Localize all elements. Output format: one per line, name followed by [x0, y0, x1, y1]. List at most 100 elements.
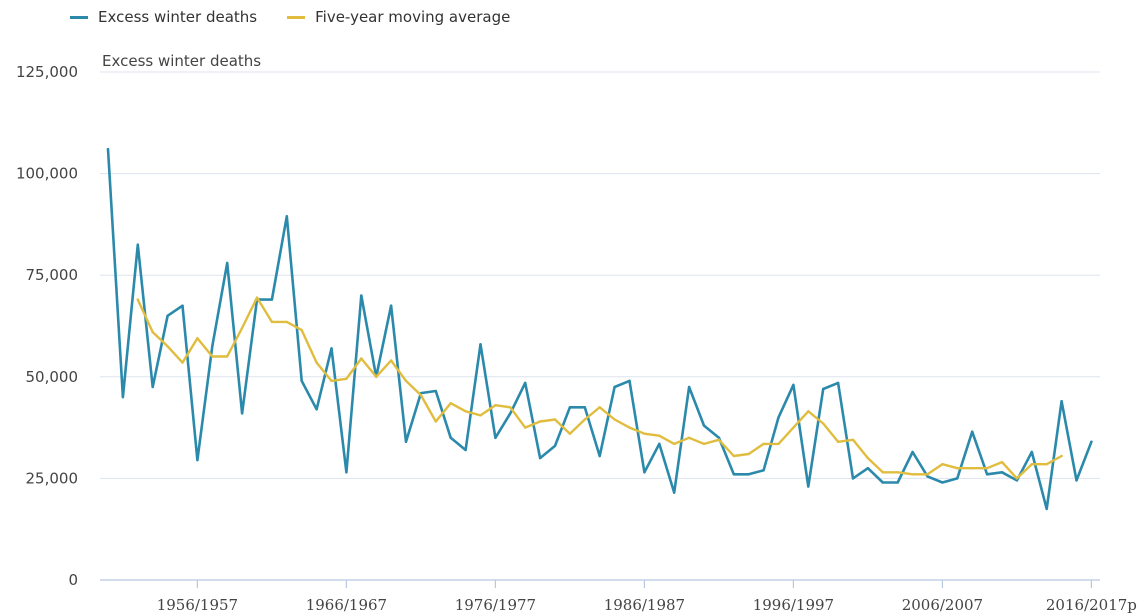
data-point-excess — [628, 380, 630, 382]
data-point-excess — [301, 380, 303, 382]
data-point-excess — [762, 469, 764, 471]
data-point-excess — [584, 406, 586, 408]
data-point-moving-average — [971, 467, 973, 469]
data-point-excess — [1090, 441, 1092, 443]
data-point-excess — [196, 459, 198, 461]
data-point-moving-average — [792, 426, 794, 428]
data-point-excess — [733, 473, 735, 475]
data-point-moving-average — [926, 473, 928, 475]
data-point-excess — [479, 343, 481, 345]
data-point-moving-average — [390, 359, 392, 361]
data-point-moving-average — [524, 426, 526, 428]
data-point-moving-average — [166, 345, 168, 347]
data-point-excess — [1075, 479, 1077, 481]
data-point-excess — [822, 388, 824, 390]
data-point-moving-average — [360, 357, 362, 359]
data-point-moving-average — [733, 455, 735, 457]
data-point-excess — [688, 386, 690, 388]
y-tick-label: 25,000 — [26, 469, 79, 487]
y-tick-label: 0 — [68, 571, 78, 589]
data-point-excess — [613, 386, 615, 388]
data-point-excess — [673, 491, 675, 493]
data-point-moving-average — [211, 355, 213, 357]
data-point-excess — [897, 481, 899, 483]
data-point-excess — [137, 244, 139, 246]
data-point-excess — [1046, 508, 1048, 510]
data-point-moving-average — [643, 432, 645, 434]
data-point-moving-average — [599, 406, 601, 408]
data-point-excess — [345, 471, 347, 473]
data-point-excess — [882, 481, 884, 483]
data-point-excess — [464, 449, 466, 451]
data-point-excess — [450, 437, 452, 439]
data-point-excess — [315, 408, 317, 410]
data-point-moving-average — [777, 443, 779, 445]
y-tick-label: 100,000 — [16, 165, 78, 183]
data-point-moving-average — [420, 394, 422, 396]
data-point-moving-average — [494, 404, 496, 406]
data-point-excess — [599, 455, 601, 457]
y-axis-title: Excess winter deaths — [102, 52, 261, 70]
data-point-moving-average — [256, 296, 258, 298]
x-tick-label: 2006/2007 — [902, 596, 983, 614]
y-tick-label: 50,000 — [26, 368, 79, 386]
data-point-moving-average — [941, 463, 943, 465]
data-point-moving-average — [822, 422, 824, 424]
data-point-moving-average — [405, 380, 407, 382]
data-point-excess — [748, 473, 750, 475]
data-point-moving-average — [241, 327, 243, 329]
data-point-excess — [524, 382, 526, 384]
data-point-moving-average — [152, 331, 154, 333]
x-tick-label: 2016/2017p — [1046, 596, 1137, 614]
data-point-excess — [643, 471, 645, 473]
data-point-excess — [494, 437, 496, 439]
data-point-moving-average — [271, 321, 273, 323]
data-point-excess — [405, 441, 407, 443]
data-point-moving-average — [986, 467, 988, 469]
data-point-moving-average — [628, 426, 630, 428]
data-point-excess — [107, 148, 109, 150]
data-point-excess — [166, 315, 168, 317]
data-point-moving-average — [1046, 463, 1048, 465]
data-point-moving-average — [137, 298, 139, 300]
data-point-moving-average — [748, 453, 750, 455]
data-point-moving-average — [539, 420, 541, 422]
data-point-moving-average — [867, 457, 869, 459]
data-point-excess — [852, 477, 854, 479]
data-point-excess — [1001, 471, 1003, 473]
data-point-moving-average — [688, 437, 690, 439]
data-point-excess — [122, 396, 124, 398]
data-point-excess — [777, 416, 779, 418]
data-point-moving-average — [584, 418, 586, 420]
data-point-moving-average — [226, 355, 228, 357]
data-point-moving-average — [911, 473, 913, 475]
data-point-moving-average — [1060, 455, 1062, 457]
data-point-excess — [569, 406, 571, 408]
data-point-moving-average — [613, 418, 615, 420]
data-point-excess — [226, 262, 228, 264]
x-tick-label: 1956/1957 — [157, 596, 238, 614]
data-point-excess — [658, 443, 660, 445]
data-point-excess — [911, 451, 913, 453]
data-point-moving-average — [1016, 477, 1018, 479]
data-point-excess — [554, 445, 556, 447]
data-point-moving-average — [837, 441, 839, 443]
data-point-moving-average — [375, 376, 377, 378]
data-point-excess — [956, 477, 958, 479]
data-point-excess — [211, 345, 213, 347]
data-point-excess — [360, 294, 362, 296]
data-point-excess — [241, 412, 243, 414]
data-point-excess — [539, 457, 541, 459]
data-point-excess — [1031, 451, 1033, 453]
data-point-excess — [330, 347, 332, 349]
data-point-moving-average — [554, 418, 556, 420]
data-point-moving-average — [435, 420, 437, 422]
data-point-moving-average — [956, 467, 958, 469]
data-point-moving-average — [1031, 463, 1033, 465]
data-point-excess — [271, 298, 273, 300]
data-point-moving-average — [479, 414, 481, 416]
data-point-excess — [1060, 400, 1062, 402]
data-point-moving-average — [345, 378, 347, 380]
data-point-moving-average — [196, 337, 198, 339]
